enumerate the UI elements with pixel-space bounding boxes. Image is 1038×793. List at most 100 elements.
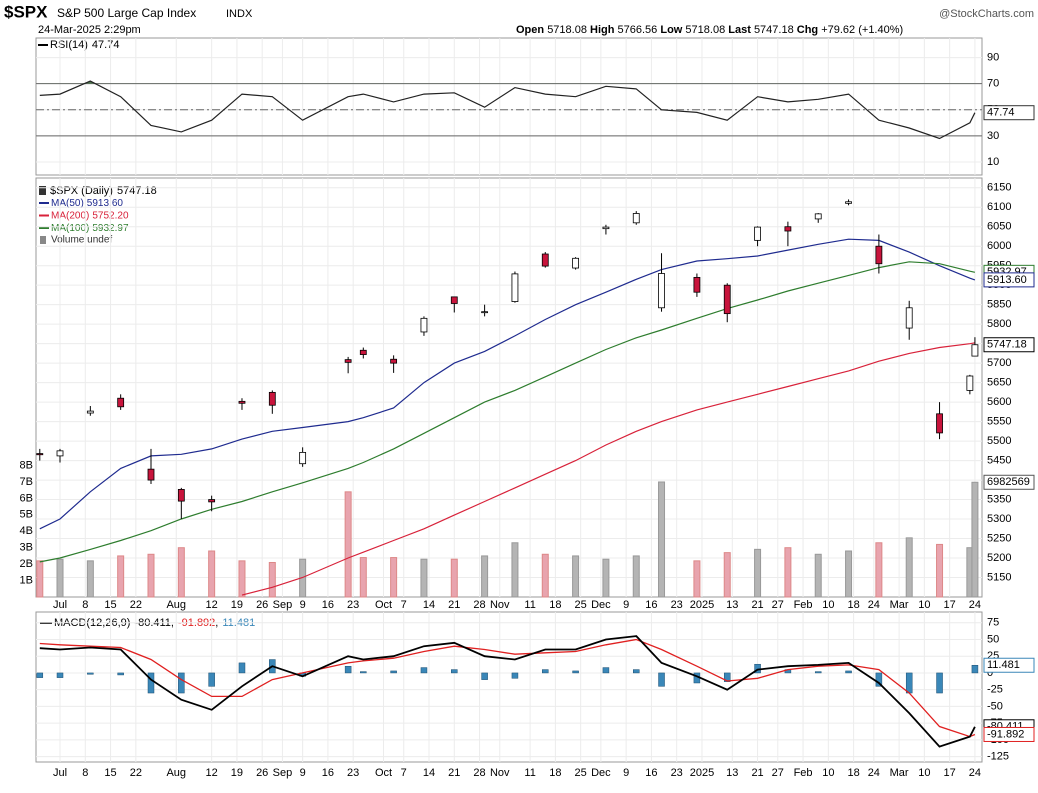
- volume-bar: [658, 481, 666, 598]
- macd-histogram-bar: [147, 672, 155, 694]
- ma-legend: MA(100) 5932.97: [51, 223, 129, 234]
- candle-body: [754, 226, 761, 241]
- macd-signal-line: [39, 638, 976, 738]
- x-tick-label: Sep: [273, 599, 293, 611]
- volume-bar: [632, 555, 640, 598]
- open-label: Open: [516, 24, 544, 36]
- volume-bar: [481, 555, 489, 598]
- x-tick-label: 18: [549, 599, 561, 611]
- x-tick-label: 23: [347, 599, 359, 611]
- legend-swatch: [40, 236, 46, 244]
- macd-histogram-bar: [971, 664, 979, 674]
- volume-bar: [693, 560, 701, 598]
- candle-body: [390, 358, 398, 364]
- volume-bar: [845, 550, 853, 598]
- candle-body: [36, 453, 44, 456]
- candle-body: [268, 391, 276, 406]
- macd-histogram-bar: [875, 672, 883, 687]
- candle-body: [481, 311, 489, 314]
- x-tick-label: 22: [130, 767, 142, 779]
- macd-histogram-bar: [511, 672, 519, 679]
- volume-bar: [86, 560, 94, 598]
- high-label: High: [590, 24, 615, 36]
- macd-histogram-bar: [633, 669, 640, 674]
- value-tag-label: 5913.60: [987, 274, 1027, 286]
- x-tick-label: Nov: [490, 599, 510, 611]
- macd-histogram-bar: [390, 670, 397, 674]
- x-tick-label: Feb: [794, 599, 813, 611]
- candle-body: [56, 450, 64, 457]
- brand: @StockCharts.com: [939, 8, 1034, 20]
- low-value: 5718.08: [685, 24, 725, 36]
- candle-body: [359, 349, 367, 355]
- candle-body: [511, 273, 519, 302]
- y-tick-label: 50: [987, 633, 999, 645]
- y-tick-label: 5350: [987, 493, 1011, 505]
- volume-bar: [117, 555, 125, 598]
- x-tick-label: 12: [206, 599, 218, 611]
- y-tick-label: 10: [987, 156, 999, 168]
- y-tick-label: 6000: [987, 240, 1011, 252]
- candle-body: [450, 296, 458, 304]
- y-tick-label: -125: [987, 751, 1009, 763]
- legend-swatch: [39, 186, 46, 195]
- x-tick-label: 24: [868, 599, 880, 611]
- candle-body: [299, 451, 307, 465]
- x-tick-label: 10: [918, 767, 930, 779]
- macd-histogram-bar: [481, 672, 488, 680]
- x-tick-label: 11: [524, 767, 535, 779]
- volume-bar: [602, 558, 610, 598]
- macd-histogram-bar: [572, 670, 579, 674]
- y-tick-label: 8B: [20, 459, 33, 471]
- x-tick-label: 10: [822, 767, 834, 779]
- value-tag: [983, 474, 1035, 490]
- candle-body: [420, 317, 428, 333]
- value-tag: [983, 105, 1035, 121]
- macd-histogram-bar: [814, 671, 822, 674]
- x-tick-label: 24: [969, 599, 981, 611]
- x-tick-label: 26: [256, 767, 268, 779]
- ma-legend: MA(200) 5752.20: [51, 210, 129, 221]
- y-tick-label: 7B: [20, 476, 33, 488]
- volume-bar: [36, 560, 44, 598]
- candle-body: [875, 245, 883, 265]
- y-tick-label: 6100: [987, 201, 1011, 213]
- x-tick-label: 10: [918, 599, 930, 611]
- y-tick-label: 1B: [20, 574, 33, 586]
- x-tick-label: Mar: [890, 767, 909, 779]
- x-tick-label: 27: [772, 767, 784, 779]
- x-tick-label: Oct: [375, 767, 392, 779]
- candle-body: [723, 284, 731, 315]
- candle-body: [86, 410, 94, 414]
- rsi-line: [39, 80, 976, 140]
- x-tick-label: Dec: [591, 599, 611, 611]
- x-tick-label: Nov: [490, 767, 510, 779]
- volume-bar: [238, 560, 246, 598]
- candle-body: [784, 226, 792, 232]
- value-tag: [983, 657, 1035, 673]
- volume-legend: Volume undef: [51, 235, 112, 246]
- y-tick-label: 5250: [987, 532, 1011, 544]
- x-tick-label: 26: [256, 599, 268, 611]
- open-value: 5718.08: [547, 24, 587, 36]
- y-tick-label: 5150: [987, 571, 1011, 583]
- ma-value: 5913.60: [87, 198, 124, 209]
- x-tick-label: 21: [448, 599, 460, 611]
- x-tick-label: 18: [549, 767, 561, 779]
- y-tick-label: 30: [987, 130, 999, 142]
- candle-body: [238, 400, 246, 404]
- x-tick-label: 25: [575, 767, 587, 779]
- candle-body: [658, 273, 665, 309]
- volume-bar: [754, 548, 762, 598]
- last-label: Last: [728, 24, 751, 36]
- x-tick-label: 18: [847, 599, 859, 611]
- x-tick-label: Sep: [273, 767, 293, 779]
- chg-value: +79.62 (+1.40%): [821, 24, 903, 36]
- volume-bar: [177, 547, 185, 598]
- candle-body: [693, 276, 701, 293]
- macd-histogram-bar: [602, 667, 610, 674]
- x-tick-label: 10: [822, 599, 834, 611]
- y-tick-label: 6150: [987, 182, 1011, 194]
- y-tick-label: 75: [987, 617, 999, 629]
